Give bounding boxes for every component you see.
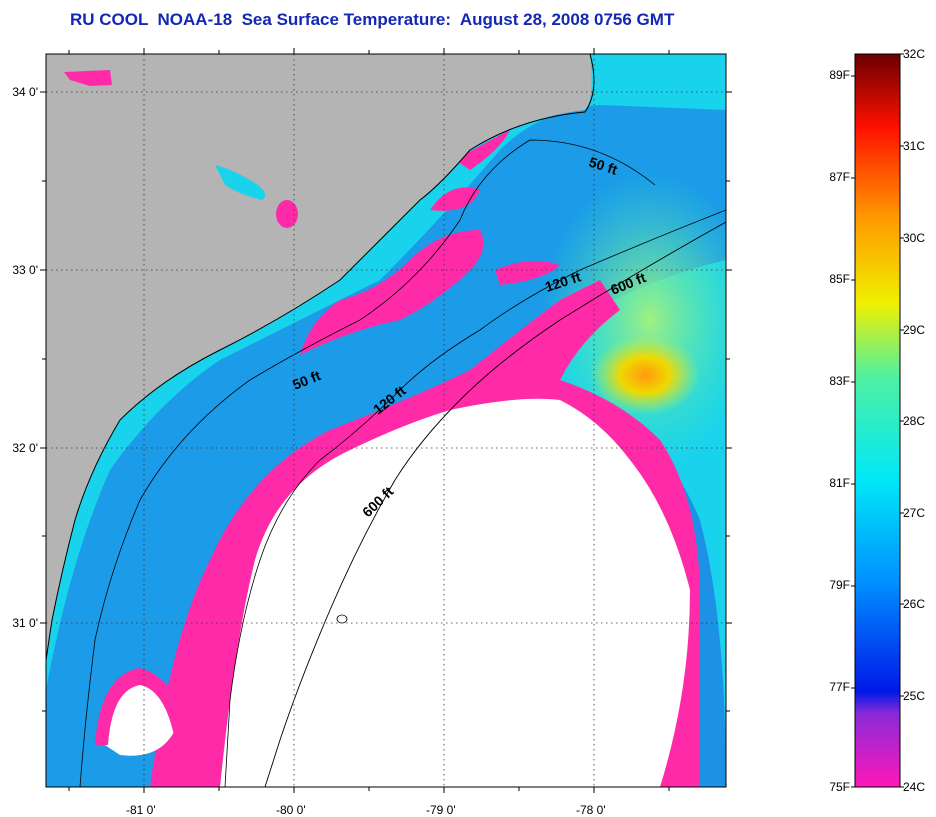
cold-coastal-patches xyxy=(300,130,560,355)
colorbar-label-30c: 30C xyxy=(903,231,926,245)
cloud-cover xyxy=(220,398,690,787)
colorbar-label-89f: 89F xyxy=(829,68,850,82)
land-mass xyxy=(46,54,592,660)
colorbar-label-25c: 25C xyxy=(903,689,926,703)
lat-label-34: 34 0' xyxy=(12,85,38,99)
warm-gulf-stream-core xyxy=(590,335,700,415)
colorbar-label-75f: 75F xyxy=(829,780,850,794)
colorbar-label-85f: 85F xyxy=(829,272,850,286)
map-frame xyxy=(45,53,727,788)
map-area xyxy=(46,54,726,787)
graticule xyxy=(46,54,726,787)
colorbar xyxy=(855,54,900,787)
inland-water-blob xyxy=(64,70,112,86)
lat-label-33: 33 0' xyxy=(12,263,38,277)
lon-label-81: -81 0' xyxy=(126,803,156,817)
coastline xyxy=(46,54,595,661)
lat-label-32: 32 0' xyxy=(12,441,38,455)
isobath-600ft-line xyxy=(264,221,726,787)
colorbar-label-27c: 27C xyxy=(903,506,926,520)
colorbar-label-77f: 77F xyxy=(829,680,850,694)
colorbar-label-32c: 32C xyxy=(903,47,926,61)
colorbar-label-81f: 81F xyxy=(829,476,850,490)
colorbar-label-26c: 26C xyxy=(903,597,926,611)
lon-label-78: -78 0' xyxy=(576,803,606,817)
colorbar-ticks xyxy=(851,53,904,788)
colorbar-label-29c: 29C xyxy=(903,323,926,337)
cloud-patch-south xyxy=(105,680,175,756)
map-title: RU COOL NOAA-18 Sea Surface Temperature:… xyxy=(70,10,675,29)
isobath-50ft-line xyxy=(79,139,656,787)
inland-lake-b xyxy=(276,200,298,228)
isobath-120ft-line xyxy=(224,209,726,787)
colorbar-label-28c: 28C xyxy=(903,414,926,428)
lon-label-80: -80 0' xyxy=(276,803,306,817)
lat-label-31: 31 0' xyxy=(12,616,38,630)
colorbar-label-31c: 31C xyxy=(903,139,926,153)
colorbar-label-24c: 24C xyxy=(903,780,926,794)
lon-label-79: -79 0' xyxy=(426,803,456,817)
colorbar-label-79f: 79F xyxy=(829,578,850,592)
colorbar-label-83f: 83F xyxy=(829,374,850,388)
cold-rim-south xyxy=(95,668,185,745)
map-ticks xyxy=(40,48,732,793)
inland-lake-a xyxy=(215,165,266,200)
colorbar-label-87f: 87F xyxy=(829,170,850,184)
